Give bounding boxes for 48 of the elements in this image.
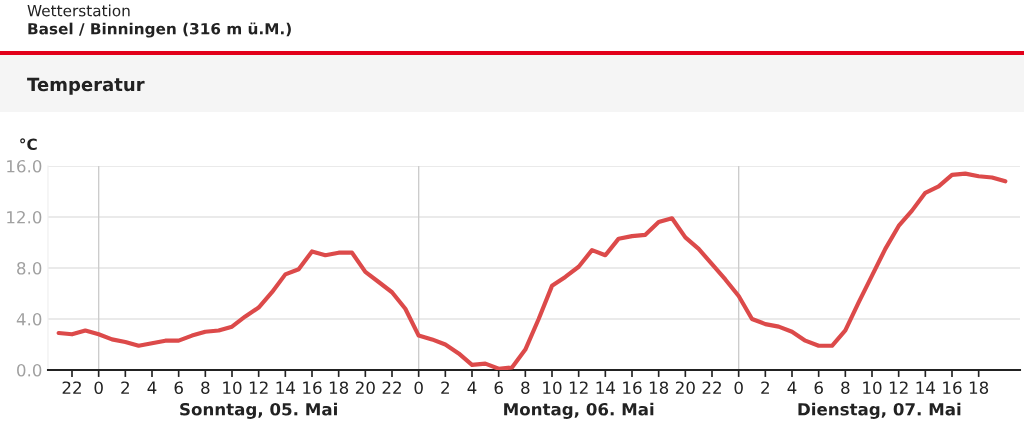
x-tick-label: 14 [916,381,935,394]
text: Dienstag, 07. Mai [798,402,961,419]
y-tick-label: 8.0 [17,261,42,275]
x-tick-label: 20 [355,381,375,395]
x-tick-label: 4 [467,381,477,394]
x-tick-label: 14 [596,381,615,394]
x-tick-label: 22 [702,381,721,394]
y-tick-label: 16.0 [7,159,42,173]
x-tick-label: 10 [223,381,242,395]
x-tick-label: 22 [62,381,81,394]
x-tick-label: 6 [174,381,183,395]
x-tick-label: 14 [276,381,295,394]
x-tick-label: 4 [147,381,157,394]
x-tick-label: 18 [649,381,669,395]
x-tick-label: 0 [94,381,103,395]
x-tick-label: 2 [761,381,769,394]
x-tick-label: 0 [734,381,743,395]
x-tick-label: 10 [543,381,562,395]
x-tick-label: 2 [441,381,449,394]
x-tick-label: 12 [569,381,588,394]
y-axis-title: °C [20,138,37,151]
x-tick-label: 6 [814,381,823,395]
x-tick-label: 12 [249,381,268,394]
y-tick-label: 4.0 [16,312,42,326]
text: Temperatur [27,77,145,95]
x-tick-label: 4 [787,381,797,394]
chart-title: Basel / Binningen (316 m ü.M.) [28,22,291,38]
y-tick-label: 12.0 [7,210,42,224]
x-tick-label: 20 [675,381,695,395]
x-tick-label: 16 [623,381,642,395]
x-tick-label: 8 [521,381,530,395]
x-tick-label: 22 [382,381,401,394]
text: Sonntag, 05. Mai [180,402,337,419]
x-tick-label: 8 [201,381,210,395]
y-tick-label: 0.0 [17,363,42,377]
x-tick-label: 10 [863,381,882,395]
x-tick-label: 6 [494,381,503,395]
line-series [56,171,1008,370]
x-tick-label: 0 [414,381,423,395]
x-tick-label: 16 [943,381,962,395]
x-tick-label: 16 [303,381,322,395]
x-tick-label: 18 [329,381,349,395]
chart-subtitle: Wetterstation [27,4,130,17]
x-tick-label: 2 [121,381,129,394]
x-tick-label: 8 [841,381,850,395]
x-tick-label: 18 [969,381,989,395]
text: Montag, 06. Mai [504,402,654,419]
x-tick-label: 12 [889,381,908,394]
